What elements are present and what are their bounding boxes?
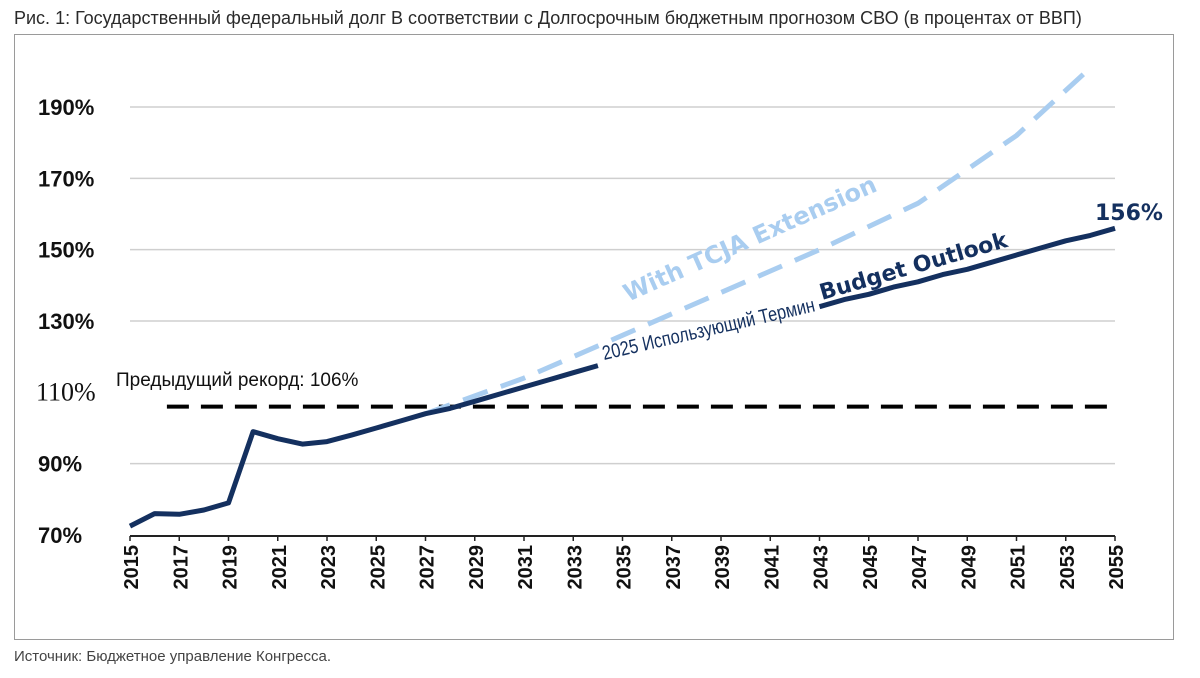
series-group [128, 65, 1116, 529]
y-tick-label: 150% [38, 238, 94, 263]
x-tick-label: 2015 [121, 545, 143, 590]
source-note: Источник: Бюджетное управление Конгресса… [14, 648, 331, 665]
record-annotation: Предыдущий рекорд: 106% [116, 370, 359, 391]
chart-title: Рис. 1: Государственный федеральный долг… [14, 8, 1082, 28]
x-tick-label: 2019 [220, 545, 242, 590]
x-tick-label: 2047 [909, 545, 931, 590]
x-tick-label: 2017 [170, 545, 192, 590]
x-tick-label: 2027 [417, 545, 439, 590]
series-budget-outlook-line [128, 363, 599, 529]
x-tick-label: 2051 [1008, 545, 1030, 590]
y-axis-ticks: 70% 90% 110% 130% 150% 170% 190% [36, 95, 96, 548]
x-tick-label: 2053 [1057, 545, 1079, 590]
x-tick-label: 2031 [515, 545, 537, 590]
y-tick-label: 90% [38, 452, 82, 477]
y-tick-label: 170% [38, 166, 94, 191]
grid-lines [130, 106, 1115, 537]
x-tick-label: 2043 [811, 545, 833, 590]
annotations: Предыдущий рекорд: 106% With TCJA Extens… [116, 170, 1163, 391]
x-tick-label: 2039 [712, 545, 734, 590]
y-tick-label: 130% [38, 309, 94, 334]
y-tick-label: 70% [38, 523, 82, 548]
x-tick-label: 2037 [663, 545, 685, 590]
x-tick-label: 2023 [318, 545, 340, 590]
x-tick-label: 2041 [761, 545, 783, 590]
x-tick-label: 2049 [958, 545, 980, 590]
y-tick-label: 110% [36, 377, 96, 406]
x-tick-label: 2045 [860, 545, 882, 590]
x-tick-label: 2025 [367, 545, 389, 590]
y-tick-label: 190% [38, 95, 94, 120]
x-tick-label: 2021 [269, 545, 291, 590]
x-tick-label: 2033 [564, 545, 586, 590]
series-budget-outlook-line [818, 225, 1116, 310]
chart-frame [14, 34, 1174, 640]
series-tcja-line [424, 65, 1093, 417]
x-tick-label: 2035 [614, 545, 636, 590]
x-axis-ticks: 2015 2017 2019 2021 2023 2025 2027 2029 2031 2033… [121, 536, 1128, 590]
x-tick-label: 2029 [466, 545, 488, 590]
x-tick-label: 2055 [1106, 545, 1128, 590]
end-value-label: 156% [1095, 201, 1163, 226]
